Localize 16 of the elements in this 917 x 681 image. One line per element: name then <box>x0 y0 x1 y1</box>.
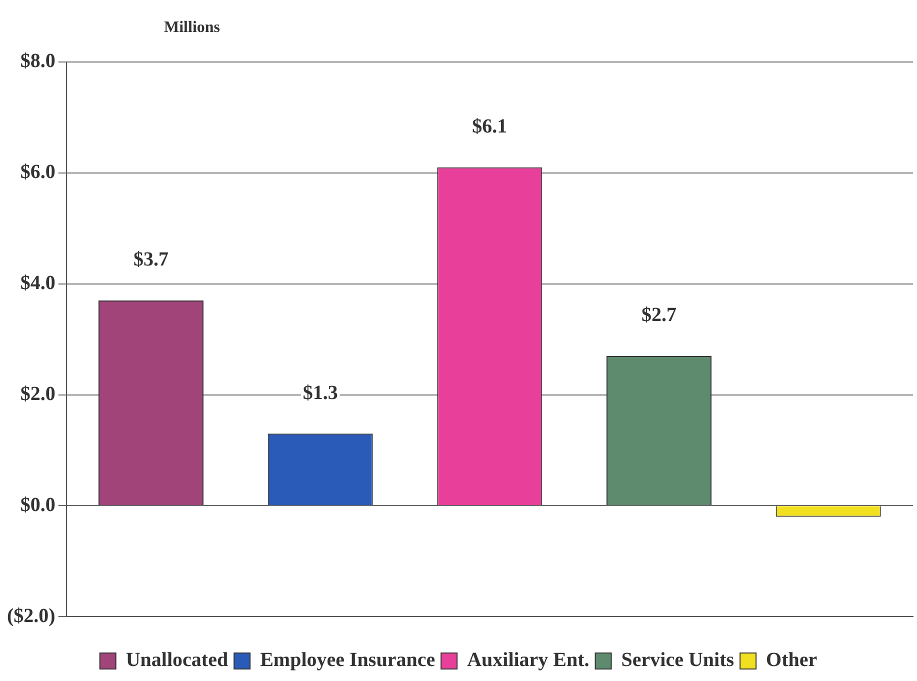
y-tick-label: $8.0 <box>20 50 56 72</box>
legend-label: Other <box>766 649 818 672</box>
y-tick-label: $2.0 <box>20 382 56 405</box>
legend-label: Auxiliary Ent. <box>467 649 590 672</box>
y-tick-label: $4.0 <box>20 272 56 294</box>
legend-label: Employee Insurance <box>260 649 436 672</box>
y-tick-label: $6.0 <box>20 161 56 184</box>
data-label: $1.3 <box>302 382 338 404</box>
legend-label: Unallocated <box>126 649 228 672</box>
y-tick-label: $0.0 <box>20 494 56 516</box>
y-tick-label: ($2.0) <box>6 604 56 627</box>
legend-label: Service Units <box>621 649 734 672</box>
data-label: $3.7 <box>133 248 168 271</box>
data-label: $2.7 <box>641 304 676 326</box>
data-label: $6.1 <box>472 116 508 138</box>
y-axis-title: Millions <box>164 19 220 36</box>
